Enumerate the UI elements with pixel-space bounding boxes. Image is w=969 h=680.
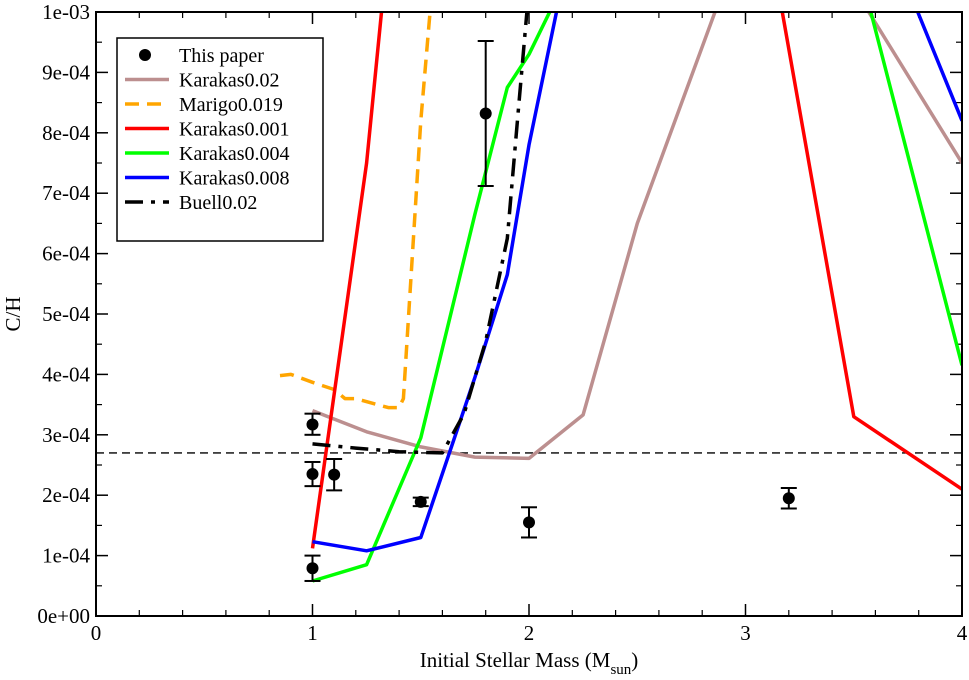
data-point xyxy=(306,418,319,431)
x-tick-label: 3 xyxy=(740,621,751,645)
data-point xyxy=(306,468,319,481)
data-point xyxy=(306,562,319,575)
data-point xyxy=(782,492,795,505)
y-tick-label: 6e-04 xyxy=(42,242,90,266)
x-axis-title-main: Initial Stellar Mass (M xyxy=(420,648,611,672)
y-tick-label: 0e+00 xyxy=(37,604,90,628)
y-tick-label: 1e-04 xyxy=(42,544,90,568)
y-tick-label: 5e-04 xyxy=(42,302,90,326)
y-tick-label: 2e-04 xyxy=(42,483,90,507)
series-line-karakas0-02 xyxy=(311,12,962,461)
legend-box xyxy=(116,37,324,242)
legend-label: Karakas0.001 xyxy=(179,119,290,141)
legend-label: Buell0.02 xyxy=(179,192,257,214)
y-axis-title: C/H xyxy=(1,296,25,331)
data-point xyxy=(414,495,427,508)
plot-frame xyxy=(95,11,963,617)
y-tick-label: 1e-03 xyxy=(42,0,90,24)
y-tick-label: 4e-04 xyxy=(42,362,90,386)
y-tick-label: 8e-04 xyxy=(42,121,90,145)
legend-label: Marigo0.019 xyxy=(179,94,283,116)
y-tick-label: 3e-04 xyxy=(42,423,90,447)
x-axis-title: Initial Stellar Mass (Msun) xyxy=(420,648,639,678)
legend-label: Karakas0.004 xyxy=(179,143,290,165)
data-point xyxy=(479,107,492,120)
series-line-marigo0-019 xyxy=(279,12,432,410)
x-tick-label: 4 xyxy=(957,621,968,645)
x-tick-label: 2 xyxy=(524,621,535,645)
series-layer xyxy=(96,12,962,583)
x-axis-title-close: ) xyxy=(631,648,638,672)
series-line-karakas0-001 xyxy=(310,12,962,549)
series-line-karakas0-008 xyxy=(312,12,962,553)
y-tick-label: 7e-04 xyxy=(42,181,90,205)
data-point xyxy=(523,516,535,529)
series-line-karakas0-004 xyxy=(311,12,962,583)
x-tick-label: 0 xyxy=(91,621,102,645)
legend-label: This paper xyxy=(179,45,264,67)
x-tick-label: 1 xyxy=(307,621,318,645)
data-point xyxy=(328,468,341,481)
legend-label: Karakas0.02 xyxy=(179,70,280,92)
x-axis-title-sub: sun xyxy=(610,662,631,678)
legend-marker xyxy=(139,49,151,61)
y-tick-label: 9e-04 xyxy=(42,60,90,84)
legend-label: Karakas0.008 xyxy=(179,168,290,190)
points-layer xyxy=(304,39,797,582)
